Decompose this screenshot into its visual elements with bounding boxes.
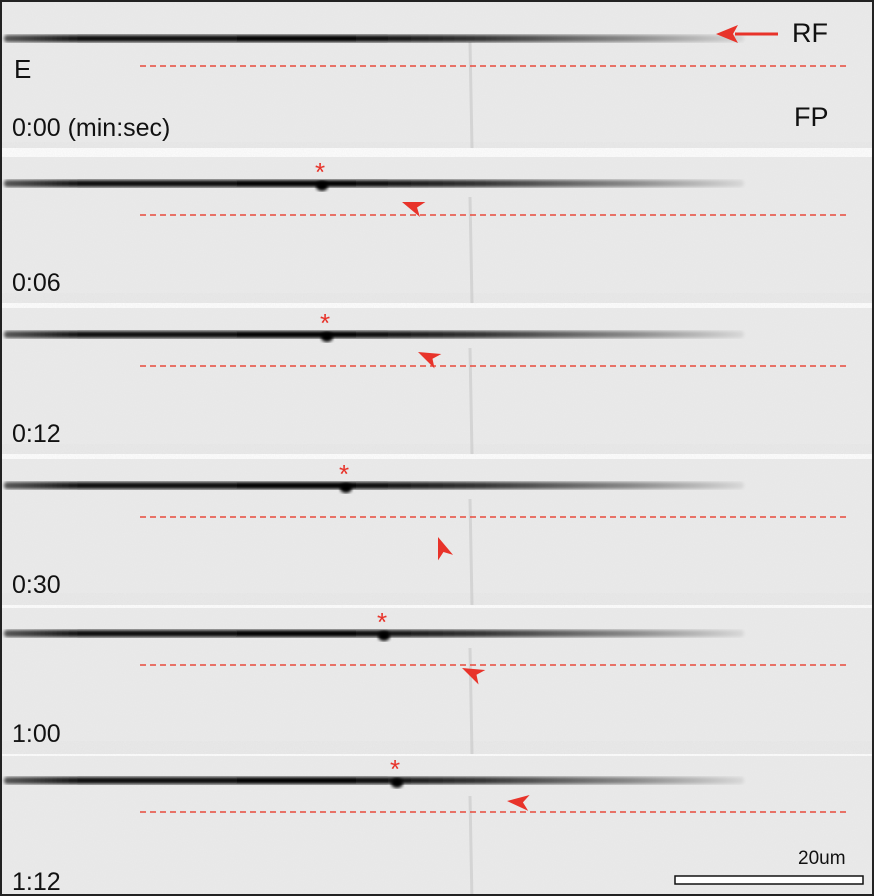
fiber-streak [4,35,744,42]
asterisk-marker: * [315,157,325,187]
frame-noise [0,308,874,454]
frame-noise [0,2,874,148]
asterisk-marker: * [320,308,330,338]
rf-label: RF [792,18,828,48]
blob [391,778,403,788]
scale-bar-label: 20um [798,848,846,869]
arrowhead [402,202,426,218]
frame-noise [0,608,874,754]
filament [468,347,474,455]
asterisk-marker: * [377,607,387,637]
blob [321,332,333,342]
timestamp: 0:06 [12,269,61,297]
timestamp: 0:00 (min:sec) [12,114,170,142]
frame-noise [0,157,874,303]
timestamp: 1:00 [12,720,61,748]
frame: * 0:12 [0,308,874,455]
blob [340,483,352,493]
rf-arrow-head [716,25,738,43]
arrowhead [418,352,442,369]
arrowhead [507,794,530,811]
frame: * 1:12 [0,754,874,896]
arrowhead [438,537,454,561]
panel-label: E [14,54,31,84]
timestamp: 0:30 [12,571,61,599]
fiber-streak [4,331,744,338]
asterisk-marker: * [390,754,400,784]
asterisk-marker: * [339,459,349,489]
fiber-streak [4,482,744,489]
blob [378,631,390,641]
filament [468,41,474,149]
frame: * 1:00 [0,607,874,755]
fiber-streak [4,180,744,187]
frame: 0:00 (min:sec) [0,2,874,149]
fiber-streak [4,777,744,784]
filament [468,196,474,304]
frame-noise [0,459,874,605]
frame: * 0:30 [0,459,874,606]
filament [468,498,474,606]
scale-bar [674,875,864,885]
fp-label: FP [794,102,829,132]
fiber-streak [4,630,744,637]
filament [468,795,474,896]
arrowhead [462,668,486,685]
timestamp: 0:12 [12,420,61,448]
timestamp: 1:12 [12,868,61,896]
blob [316,181,328,191]
frame: * 0:06 [0,157,874,304]
filament [468,647,474,755]
